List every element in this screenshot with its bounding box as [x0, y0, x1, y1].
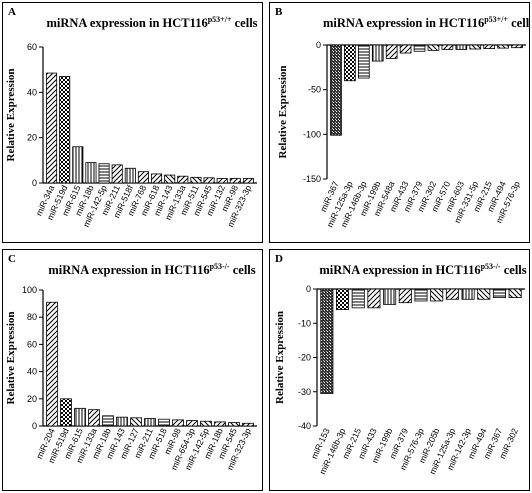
- bar: [371, 44, 384, 62]
- bar: [228, 422, 240, 427]
- bar: [445, 288, 459, 300]
- bar: [385, 44, 398, 59]
- y-tick-label: -20: [298, 353, 311, 363]
- bar: [469, 44, 482, 50]
- bar: [511, 44, 523, 49]
- panel-letter: C: [8, 253, 16, 265]
- y-tick-label: 80: [27, 312, 37, 322]
- bar: [137, 171, 149, 184]
- bar: [242, 178, 254, 184]
- bar: [111, 164, 123, 184]
- y-tick-label: 40: [27, 367, 37, 377]
- y-tick-label: -100: [303, 129, 321, 139]
- y-tick-label: -150: [303, 174, 321, 184]
- y-tick-label: 60: [27, 339, 37, 349]
- bar: [85, 162, 97, 184]
- y-tick-label: 20: [27, 133, 37, 143]
- bar: [59, 76, 71, 184]
- bar: [497, 44, 509, 49]
- panel-letter: A: [8, 6, 16, 18]
- y-tick-label: 0: [32, 421, 37, 431]
- bar: [60, 398, 72, 427]
- bar: [508, 288, 522, 298]
- bar: [116, 416, 128, 427]
- bar: [430, 288, 444, 302]
- y-axis-label: Relative Expression: [5, 69, 17, 162]
- chart-title: miRNA expression in HCT116p53-/- cells: [48, 262, 255, 277]
- bar: [477, 288, 491, 300]
- bar: [203, 177, 215, 184]
- bar: [158, 418, 170, 427]
- y-tick-label: 100: [22, 285, 37, 295]
- bar: [172, 419, 184, 427]
- bar: [229, 178, 241, 184]
- bar: [483, 44, 496, 49]
- bar: [461, 288, 475, 300]
- bar: [186, 420, 198, 427]
- bar: [124, 167, 136, 184]
- bar: [214, 421, 226, 427]
- bar: [367, 288, 381, 309]
- bar: [242, 422, 254, 427]
- bar: [46, 72, 58, 184]
- bar: [455, 44, 468, 50]
- bar: [74, 407, 86, 427]
- y-tick-label: 0: [32, 178, 37, 188]
- bar: [102, 415, 114, 427]
- y-axis-label: Relative Expression: [274, 311, 286, 404]
- bar: [177, 175, 189, 184]
- bar: [336, 288, 350, 310]
- y-tick-label: 0: [316, 40, 321, 50]
- y-tick-label: -30: [298, 387, 311, 397]
- bar: [130, 417, 142, 427]
- bar: [357, 44, 370, 79]
- y-tick-label: -50: [308, 85, 321, 95]
- bar: [98, 163, 110, 184]
- bar: [441, 44, 454, 50]
- bar: [427, 44, 440, 51]
- bar: [88, 409, 100, 427]
- bar: [190, 176, 202, 184]
- y-tick-label: 60: [27, 42, 37, 52]
- chart-title: miRNA expression in HCT116p53-/- cells: [319, 262, 526, 277]
- bar: [200, 420, 212, 427]
- bar: [330, 44, 342, 136]
- bar: [398, 288, 412, 304]
- bar: [414, 288, 428, 302]
- y-tick-label: 40: [27, 87, 37, 97]
- y-tick-label: 0: [306, 284, 311, 294]
- bar: [383, 288, 397, 305]
- bar: [144, 418, 156, 427]
- y-tick-label: 20: [27, 394, 37, 404]
- bar: [344, 44, 356, 82]
- panel-letter: D: [275, 253, 283, 265]
- bar: [413, 44, 426, 52]
- bar: [320, 288, 334, 394]
- y-tick-label: -10: [298, 318, 311, 328]
- y-axis-label: Relative Expression: [277, 66, 289, 159]
- panel-letter: B: [275, 6, 283, 18]
- bar: [164, 174, 176, 184]
- bar: [492, 288, 506, 298]
- bar: [72, 146, 84, 184]
- y-tick-label: -40: [298, 421, 311, 431]
- chart-title: miRNA expression in HCT116p53+/+ cells: [46, 15, 257, 30]
- bar: [46, 301, 58, 427]
- y-axis-label: Relative Expression: [5, 312, 17, 405]
- bar: [399, 44, 412, 54]
- bar: [151, 173, 163, 184]
- bar: [351, 288, 365, 309]
- chart-title: miRNA expression in HCT116p53+/+ cells: [323, 15, 529, 30]
- bar: [216, 178, 228, 184]
